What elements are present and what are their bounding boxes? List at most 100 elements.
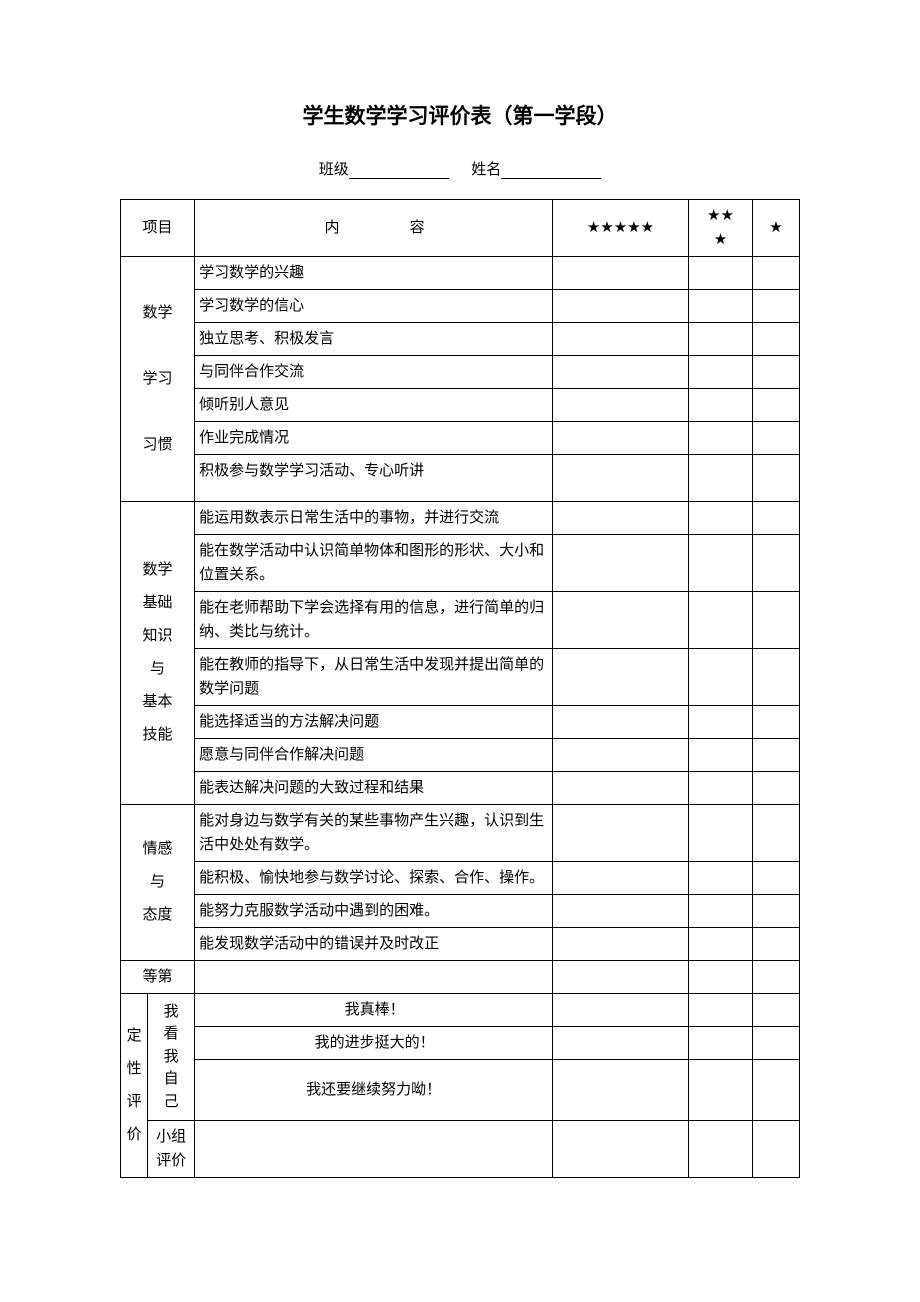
content-cell: 能在数学活动中认识简单物体和图形的形状、大小和位置关系。 [195,535,553,592]
rating-cell[interactable] [553,649,689,706]
table-row: 能选择适当的方法解决问题 [121,706,800,739]
rating-cell[interactable] [688,862,752,895]
rating-cell[interactable] [553,739,689,772]
rating-cell[interactable] [688,389,752,422]
rating-cell[interactable] [553,805,689,862]
rating-cell[interactable] [753,356,800,389]
rating-cell[interactable] [753,961,800,994]
rating-cell[interactable] [688,535,752,592]
rating-cell[interactable] [753,535,800,592]
content-cell: 能发现数学活动中的错误并及时改正 [195,928,553,961]
content-cell: 我还要继续努力呦！ [195,1060,553,1121]
rating-cell[interactable] [688,928,752,961]
rating-cell[interactable] [553,1060,689,1121]
table-row: 能表达解决问题的大致过程和结果 [121,772,800,805]
rating-cell[interactable] [688,1121,752,1178]
content-cell: 能在老师帮助下学会选择有用的信息，进行简单的归纳、类比与统计。 [195,592,553,649]
rating-cell[interactable] [753,928,800,961]
content-cell: 能在教师的指导下，从日常生活中发现并提出简单的数学问题 [195,649,553,706]
rating-cell[interactable] [753,502,800,535]
table-row: 独立思考、积极发言 [121,323,800,356]
rating-cell[interactable] [553,422,689,455]
rating-cell[interactable] [553,502,689,535]
rating-cell[interactable] [688,422,752,455]
table-row: 数学基础知识与基本技能 能运用数表示日常生活中的事物，并进行交流 [121,502,800,535]
rating-cell[interactable] [688,356,752,389]
rating-cell[interactable] [753,290,800,323]
rating-cell[interactable] [688,502,752,535]
rating-cell[interactable] [753,1060,800,1121]
rating-cell[interactable] [753,994,800,1027]
rating-cell[interactable] [553,895,689,928]
rating-cell[interactable] [688,961,752,994]
rating-cell[interactable] [753,649,800,706]
category-s3: 情感与态度 [121,805,195,961]
rating-cell[interactable] [688,323,752,356]
table-row: 倾听别人意见 [121,389,800,422]
rating-cell[interactable] [553,592,689,649]
rating-cell[interactable] [753,706,800,739]
rating-cell[interactable] [553,961,689,994]
table-row: 能积极、愉快地参与数学讨论、探索、合作、操作。 [121,862,800,895]
rating-cell[interactable] [688,706,752,739]
rating-cell[interactable] [553,356,689,389]
rating-cell[interactable] [753,1121,800,1178]
rating-cell[interactable] [688,455,752,502]
rating-cell[interactable] [553,389,689,422]
content-cell: 能积极、愉快地参与数学讨论、探索、合作、操作。 [195,862,553,895]
content-cell: 与同伴合作交流 [195,356,553,389]
rating-cell[interactable] [553,994,689,1027]
rating-cell[interactable] [688,290,752,323]
rating-cell[interactable] [753,323,800,356]
rating-cell[interactable] [553,535,689,592]
subheader: 班级 姓名 [120,158,800,179]
class-input-line[interactable] [349,161,449,179]
rating-cell[interactable] [753,772,800,805]
rating-cell[interactable] [688,649,752,706]
rating-cell[interactable] [553,772,689,805]
rating-cell[interactable] [753,805,800,862]
grade-content[interactable] [195,961,553,994]
subcategory-self: 我看我自己 [148,994,195,1121]
table-row: 能在教师的指导下，从日常生活中发现并提出简单的数学问题 [121,649,800,706]
rating-cell[interactable] [553,1121,689,1178]
name-input-line[interactable] [501,161,601,179]
rating-cell[interactable] [553,862,689,895]
rating-cell[interactable] [753,592,800,649]
rating-cell[interactable] [753,1027,800,1060]
rating-cell[interactable] [553,290,689,323]
rating-cell[interactable] [688,994,752,1027]
subcategory-group: 小组评价 [148,1121,195,1178]
group-eval-cell[interactable] [195,1121,553,1178]
rating-cell[interactable] [688,1060,752,1121]
header-category: 项目 [121,200,195,257]
rating-cell[interactable] [688,895,752,928]
category-s1: 数学学习习惯 [121,257,195,502]
rating-cell[interactable] [553,706,689,739]
rating-cell[interactable] [553,257,689,290]
rating-cell[interactable] [753,422,800,455]
rating-cell[interactable] [688,592,752,649]
content-cell: 学习数学的兴趣 [195,257,553,290]
rating-cell[interactable] [753,895,800,928]
rating-cell[interactable] [553,323,689,356]
rating-cell[interactable] [688,772,752,805]
rating-cell[interactable] [553,1027,689,1060]
category-s2: 数学基础知识与基本技能 [121,502,195,805]
rating-cell[interactable] [753,739,800,772]
rating-cell[interactable] [688,257,752,290]
content-cell: 积极参与数学学习活动、专心听讲 [195,455,553,502]
rating-cell[interactable] [553,455,689,502]
content-cell: 我的进步挺大的！ [195,1027,553,1060]
table-row: 作业完成情况 [121,422,800,455]
table-row: 积极参与数学学习活动、专心听讲 [121,455,800,502]
rating-cell[interactable] [688,739,752,772]
grade-label: 等第 [121,961,195,994]
rating-cell[interactable] [553,928,689,961]
rating-cell[interactable] [753,862,800,895]
rating-cell[interactable] [753,455,800,502]
rating-cell[interactable] [688,805,752,862]
rating-cell[interactable] [753,257,800,290]
rating-cell[interactable] [753,389,800,422]
rating-cell[interactable] [688,1027,752,1060]
